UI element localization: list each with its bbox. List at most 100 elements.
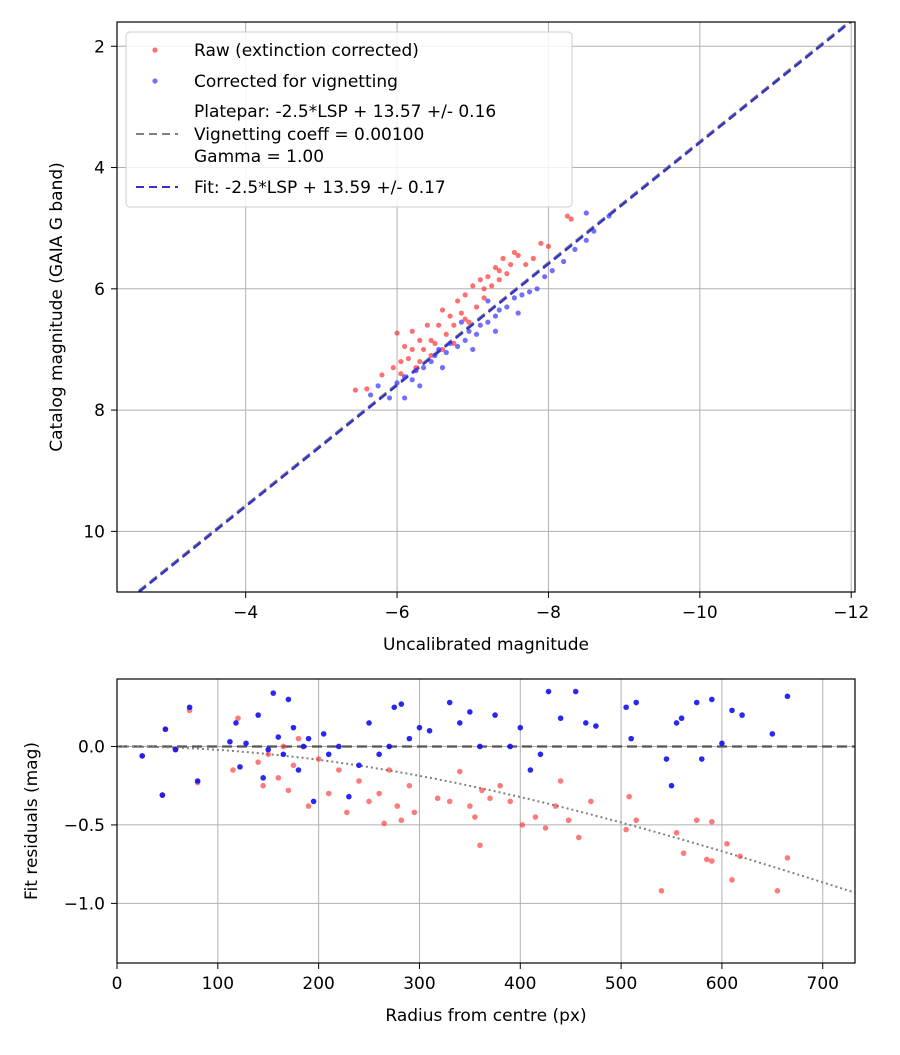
bottom-raw-point [325,790,332,797]
legend: Raw (extinction corrected) Corrected for… [125,31,573,208]
bottom-corrected-point [583,720,589,726]
bottom-vignetting-curve [117,745,856,894]
bottom-corrected-point [325,751,332,758]
bottom-raw-point [398,817,405,824]
bottom-corrected-point [227,738,233,745]
top-corrected-point [473,331,480,337]
bottom-raw-point [557,778,564,784]
top-raw-point [462,292,468,298]
bottom-corrected-point [295,767,302,773]
top-raw-point [402,343,408,350]
bottom-corrected-point [260,775,266,781]
bottom-raw-point [487,795,493,802]
bottom-corrected-point [572,688,579,695]
top-corrected-point [515,310,521,316]
bottom-raw-point [260,782,266,789]
bottom-raw-point [542,825,549,831]
bottom-x-tick-label: 300 [403,974,435,994]
bottom-raw-point [290,762,297,769]
bottom-raw-point [280,743,287,750]
bottom-x-axis-label: Radius from centre (px) [385,1006,586,1026]
bottom-raw-point [623,826,629,833]
legend-corrected-marker [152,78,158,84]
bottom-raw-point [709,858,715,864]
top-corrected-point [606,213,612,219]
bottom-corrected-point [628,735,634,742]
top-corrected-point [443,349,449,356]
bottom-x-tick-label: 400 [504,974,536,994]
bottom-raw-point [386,767,393,773]
top-x-tick-label: −8 [536,603,561,623]
top-raw-point [379,372,385,378]
top-y-tick-label: 10 [83,522,105,542]
top-raw-point [489,283,495,289]
top-raw-point [428,337,434,343]
top-raw-point [545,243,552,249]
bottom-ticks: 0 100 200 300 400 500 600 700 0.0 −0.5 −1.0 [64,737,839,994]
top-corrected-point [402,395,408,401]
top-x-tick-label: −10 [682,603,718,623]
legend-raw-label: Raw (extinction corrected) [194,41,419,61]
top-corrected-point [436,346,442,353]
bottom-corrected-point [391,704,398,711]
bottom-corrected-point [320,731,327,737]
bottom-corrected-point [416,724,423,731]
bottom-corrected-point [784,693,791,700]
bottom-y-tick-label: −1.0 [64,894,105,914]
bottom-grid [116,679,855,963]
top-corrected-point [492,328,499,334]
bottom-corrected-point [693,699,700,706]
bottom-raw-point [497,782,503,789]
top-raw-point [409,346,415,353]
bottom-raw-point [693,817,700,824]
bottom-raw-point [376,790,382,797]
top-raw-point [508,261,514,268]
bottom-x-tick-label: 600 [706,974,738,994]
bottom-raw-point [774,888,781,894]
top-raw-point [443,331,449,337]
bottom-raw-point [356,778,362,784]
bottom-raw-point [406,782,413,789]
bottom-corrected-point [467,709,473,715]
top-corrected-point [375,383,381,389]
bottom-corrected-point [668,782,675,789]
top-raw-point [398,371,404,377]
bottom-raw-point [366,798,372,805]
bottom-corrected-point [285,696,292,703]
bottom-corrected-point [719,740,725,747]
bottom-corrected-point [159,792,166,798]
top-corrected-point [470,346,476,353]
top-x-tick-label: −4 [233,603,258,623]
top-raw-point [439,307,446,313]
top-y-tick-label: 4 [94,159,105,179]
top-corrected-point [583,210,589,216]
bottom-y-tick-label: 0.0 [78,737,105,757]
bottom-corrected-point [406,735,413,742]
legend-fit-label: Fit: -2.5*LSP + 13.59 +/- 0.17 [194,178,446,198]
bottom-raw-point [724,840,730,847]
top-raw-point [477,277,483,283]
top-corrected-point [583,237,589,243]
legend-platepar-label-3: Gamma = 1.00 [194,147,324,167]
bottom-raw-point [411,809,418,816]
bottom-raw-point [255,759,261,765]
bottom-corrected-point [186,704,193,711]
bottom-raw-point [626,793,632,800]
top-raw-point [451,340,457,346]
top-raw-point [500,255,506,262]
bottom-chart: 0 100 200 300 400 500 600 700 0.0 −0.5 −1.0 Radius… [22,678,856,1026]
bottom-raw-point [737,853,743,860]
bottom-raw-point [507,798,513,805]
top-chart: −4 −6 −8 −10 −12 2 4 6 8 10 Uncalibrated magnitud… [47,21,869,655]
top-raw-point [496,268,502,274]
bottom-corrected-point [507,743,513,750]
top-corrected-point [591,228,597,234]
top-corrected-point [458,319,464,325]
bottom-x-tick-label: 200 [302,974,334,994]
bottom-corrected-point [366,720,372,726]
top-raw-point [515,252,521,259]
top-corrected-point [428,358,434,365]
top-reference-lines [135,22,853,592]
top-raw-point [462,316,468,322]
bottom-raw-point [265,751,272,758]
